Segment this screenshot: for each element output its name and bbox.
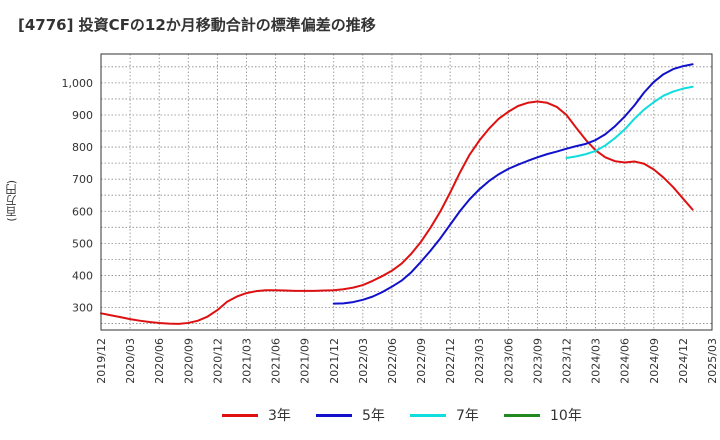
x-tick-label: 2024/09 xyxy=(648,338,661,384)
x-tick-label: 2023/12 xyxy=(561,338,574,384)
legend-swatch xyxy=(316,413,352,417)
y-tick-label: 600 xyxy=(72,205,93,218)
x-tick-label: 2021/06 xyxy=(270,338,283,384)
y-tick-label: 800 xyxy=(72,141,93,154)
legend-label: 3年 xyxy=(268,408,291,424)
y-tick-label: 300 xyxy=(72,302,93,315)
legend-item: 10年 xyxy=(504,404,582,426)
x-tick-label: 2021/09 xyxy=(299,338,312,384)
x-tick-label: 2023/06 xyxy=(502,338,515,384)
legend-item: 3年 xyxy=(222,404,291,426)
x-tick-label: 2021/12 xyxy=(328,338,341,384)
y-tick-label: 1,000 xyxy=(62,77,94,90)
legend-label: 10年 xyxy=(550,408,582,424)
grid xyxy=(101,54,712,330)
x-tick-label: 2023/09 xyxy=(531,338,544,384)
series-line-5年 xyxy=(332,63,694,305)
x-tick-label: 2022/06 xyxy=(386,338,399,384)
x-tick-label: 2023/03 xyxy=(473,338,486,384)
x-tick-label: 2024/06 xyxy=(619,338,632,384)
legend-item: 7年 xyxy=(410,404,479,426)
x-tick-label: 2022/12 xyxy=(444,338,457,384)
y-tick-label: 900 xyxy=(72,109,93,122)
legend-swatch xyxy=(222,413,258,417)
x-tick-label: 2020/03 xyxy=(124,338,137,384)
line-chart: 300 400 500 600 700 800 900 1,000 2019/12 2020/0… xyxy=(62,53,719,384)
x-tick-label: 2024/12 xyxy=(677,338,690,384)
x-tick-label: 2020/12 xyxy=(211,338,224,384)
legend: 3年 5年 7年 10年 xyxy=(0,404,720,426)
x-tick-label: 2025/03 xyxy=(706,338,719,384)
x-tick-label: 2021/03 xyxy=(240,338,253,384)
x-tick-label: 2020/06 xyxy=(153,338,166,384)
legend-label: 7年 xyxy=(456,408,479,424)
y-tick-label: 400 xyxy=(72,269,93,282)
y-tick-label: 500 xyxy=(72,237,93,250)
legend-item: 5年 xyxy=(316,404,385,426)
x-tick-label: 2019/12 xyxy=(95,338,108,384)
legend-swatch xyxy=(504,413,540,417)
x-tick-label: 2022/09 xyxy=(415,338,428,384)
legend-swatch xyxy=(410,413,446,417)
plot-frame xyxy=(100,53,713,331)
y-ticks: 300 400 500 600 700 800 900 1,000 xyxy=(62,77,94,315)
x-ticks: 2019/12 2020/03 2020/06 2020/09 2020/12 2021/… xyxy=(95,338,719,384)
y-tick-label: 700 xyxy=(72,173,93,186)
x-tick-label: 2022/03 xyxy=(357,338,370,384)
series-line-7年 xyxy=(565,85,694,159)
x-tick-label: 2024/03 xyxy=(590,338,603,384)
chart-title: [4776] 投資CFの12か月移動合計の標準偏差の推移 xyxy=(18,16,376,34)
series-line-3年 xyxy=(100,100,694,325)
x-tick-label: 2020/09 xyxy=(182,338,195,384)
series-lines xyxy=(100,63,694,325)
legend-label: 5年 xyxy=(362,408,385,424)
